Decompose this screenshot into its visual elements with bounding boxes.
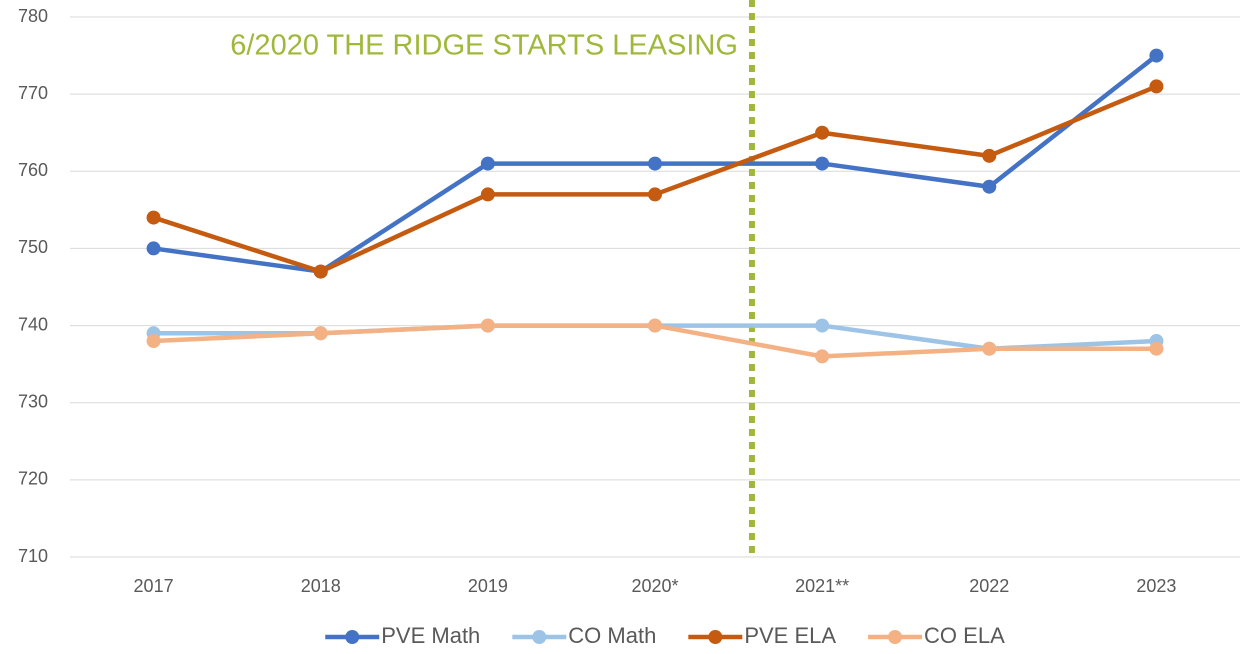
x-tick-label: 2022 (969, 576, 1009, 596)
y-tick-label: 770 (18, 83, 48, 103)
y-tick-label: 750 (18, 237, 48, 257)
legend-label: CO Math (568, 623, 656, 648)
data-point (982, 179, 997, 194)
series-line (152, 84, 1158, 274)
data-point (480, 156, 495, 171)
data-point (982, 148, 997, 163)
data-point (146, 210, 161, 225)
legend-marker (708, 630, 723, 644)
data-point (146, 334, 161, 348)
x-tick-label: 2019 (468, 576, 508, 596)
x-tick-label: 2021** (795, 576, 849, 596)
data-point (313, 264, 328, 279)
x-tick-label: 2017 (134, 576, 174, 596)
x-tick-label: 2018 (301, 576, 341, 596)
y-tick-label: 740 (18, 314, 48, 334)
data-point (313, 326, 328, 341)
x-tick-label: 2023 (1136, 576, 1176, 596)
data-point (648, 187, 662, 202)
data-point (480, 187, 495, 202)
legend: PVE Math CO Math PVE ELA CO ELA (325, 623, 1005, 648)
data-point (480, 318, 495, 333)
legend-marker (532, 630, 547, 644)
legend-label: PVE ELA (744, 623, 836, 648)
data-point (815, 318, 830, 333)
data-point (648, 156, 662, 171)
y-tick-label: 780 (18, 6, 48, 26)
annotation: 6/2020 THE RIDGE STARTS LEASING (230, 30, 738, 62)
y-tick-label: 760 (18, 160, 48, 180)
data-point (815, 156, 830, 171)
data-point (982, 341, 997, 356)
data-point (815, 349, 830, 364)
data-point (1149, 341, 1164, 356)
data-point (146, 241, 161, 256)
data-point (1149, 48, 1164, 63)
data-point (815, 125, 830, 140)
data-point (1149, 79, 1164, 94)
legend-label: CO ELA (924, 623, 1005, 648)
y-tick-label: 720 (18, 469, 48, 489)
legend-marker (345, 630, 360, 644)
data-point (648, 318, 662, 333)
y-tick-label: 710 (18, 546, 48, 566)
y-tick-label: 730 (18, 391, 48, 411)
legend-label: PVE Math (381, 623, 480, 648)
legend-marker (888, 630, 903, 644)
x-tick-label: 2020* (631, 576, 678, 596)
